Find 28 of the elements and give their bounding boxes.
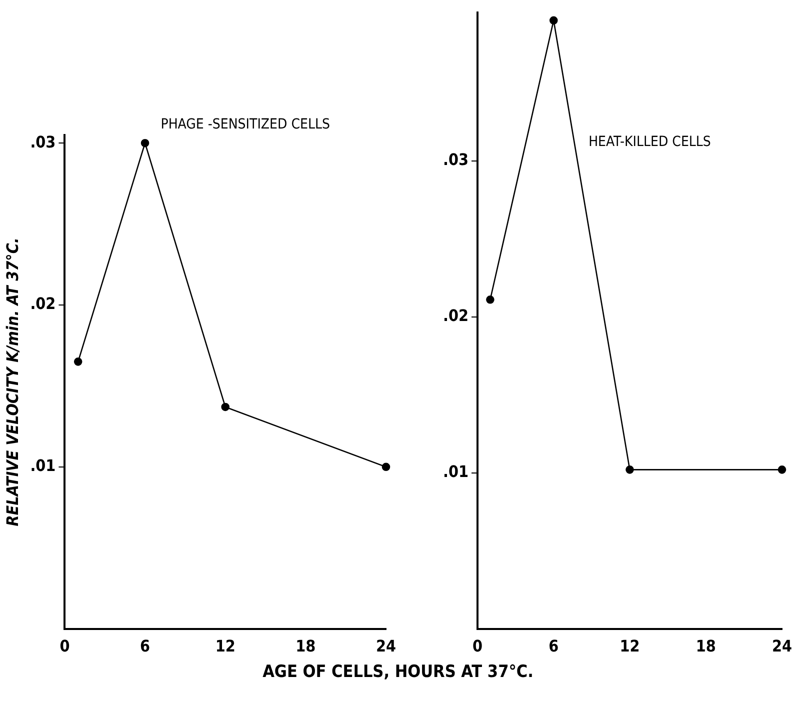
y-tick-label: .03 <box>30 132 56 152</box>
point <box>221 402 230 412</box>
y-tick-label: .01 <box>30 456 56 476</box>
x-tick-label: 12 <box>620 636 640 656</box>
y-tick-label: .01 <box>443 462 468 481</box>
point <box>74 358 82 366</box>
x-tick-label: 18 <box>696 636 716 656</box>
x-tick-label: 6 <box>548 636 559 656</box>
x-axis-title: AGE OF CELLS, HOURS AT 37°C. <box>262 662 534 682</box>
y-tick-label: .02 <box>443 306 468 325</box>
y-axis-title: RELATIVE VELOCITY K/min. AT 37°C. <box>2 238 22 526</box>
point <box>382 462 390 472</box>
x-tick-label: 6 <box>140 636 150 656</box>
y-tick-label: .02 <box>30 294 56 314</box>
point <box>626 466 634 474</box>
x-tick-label: 0 <box>472 636 483 656</box>
x-tick-label: 12 <box>215 636 236 656</box>
x-tick-label: 24 <box>772 636 792 656</box>
point <box>140 138 150 148</box>
point <box>549 16 558 25</box>
point <box>778 466 786 474</box>
x-tick-label: 18 <box>296 636 316 656</box>
text: HEAT-KILLED CELLS <box>588 134 711 150</box>
chart-title: PHAGE -SENSITIZED CELLS <box>160 116 330 133</box>
x-tick-label: 24 <box>376 636 396 656</box>
point <box>486 295 494 304</box>
y-tick-label: .03 <box>443 150 468 169</box>
x-tick-label: 0 <box>60 636 70 656</box>
